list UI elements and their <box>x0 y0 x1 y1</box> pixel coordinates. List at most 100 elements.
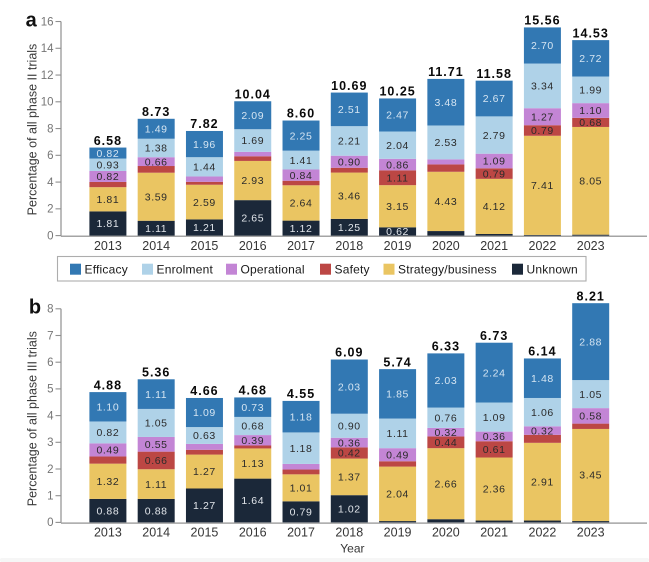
svg-text:2.67: 2.67 <box>483 93 506 105</box>
svg-text:a: a <box>26 9 38 31</box>
svg-text:11.71: 11.71 <box>428 65 464 79</box>
svg-text:2013: 2013 <box>94 526 122 540</box>
svg-text:0.86: 0.86 <box>386 159 409 171</box>
svg-text:0.79: 0.79 <box>483 168 506 180</box>
svg-text:2020: 2020 <box>432 526 460 540</box>
svg-text:2021: 2021 <box>480 526 508 540</box>
svg-text:2.70: 2.70 <box>531 40 554 52</box>
svg-text:0.79: 0.79 <box>290 507 313 519</box>
svg-text:Efficacy: Efficacy <box>85 262 128 276</box>
svg-text:5: 5 <box>47 384 53 396</box>
svg-text:7.82: 7.82 <box>190 117 218 131</box>
svg-text:3.59: 3.59 <box>145 191 168 203</box>
svg-text:Percentage of all phase III tr: Percentage of all phase III trials <box>26 331 40 506</box>
svg-text:2017: 2017 <box>287 526 315 540</box>
svg-text:1.99: 1.99 <box>579 85 602 97</box>
svg-text:0.36: 0.36 <box>338 437 361 449</box>
svg-text:1.01: 1.01 <box>290 483 313 495</box>
svg-text:0.36: 0.36 <box>483 431 506 443</box>
svg-text:8: 8 <box>47 123 53 135</box>
svg-text:Percentage of all phase II tri: Percentage of all phase II trials <box>26 44 40 216</box>
svg-text:2.04: 2.04 <box>386 140 409 152</box>
svg-text:6: 6 <box>47 150 53 162</box>
svg-text:0.73: 0.73 <box>241 402 264 414</box>
svg-text:1.85: 1.85 <box>386 389 409 401</box>
svg-text:8.60: 8.60 <box>287 107 315 121</box>
svg-text:2.47: 2.47 <box>386 110 409 122</box>
svg-text:2.25: 2.25 <box>290 130 313 142</box>
svg-text:2.59: 2.59 <box>193 197 216 209</box>
svg-text:8: 8 <box>47 304 53 316</box>
svg-text:2017: 2017 <box>287 239 315 253</box>
svg-text:5.36: 5.36 <box>142 365 170 379</box>
svg-text:1.13: 1.13 <box>241 458 264 470</box>
svg-text:2.03: 2.03 <box>338 381 361 393</box>
svg-text:0.32: 0.32 <box>531 425 554 437</box>
svg-text:4.55: 4.55 <box>287 387 315 401</box>
svg-text:3.46: 3.46 <box>338 190 361 202</box>
svg-text:1.18: 1.18 <box>290 411 313 423</box>
svg-text:4.88: 4.88 <box>94 378 122 392</box>
svg-text:2022: 2022 <box>529 239 557 253</box>
svg-text:2016: 2016 <box>239 239 267 253</box>
svg-text:0: 0 <box>47 517 53 529</box>
svg-text:1.27: 1.27 <box>193 500 216 512</box>
svg-text:0.82: 0.82 <box>96 427 119 439</box>
svg-text:2.66: 2.66 <box>434 478 457 490</box>
svg-text:2.24: 2.24 <box>483 367 506 379</box>
svg-text:0.79: 0.79 <box>531 125 554 137</box>
svg-text:0.88: 0.88 <box>145 505 168 517</box>
svg-text:2019: 2019 <box>384 526 412 540</box>
svg-text:14: 14 <box>41 43 54 55</box>
svg-text:10.04: 10.04 <box>235 87 271 101</box>
svg-text:1.81: 1.81 <box>96 194 119 206</box>
svg-text:1.44: 1.44 <box>193 162 216 174</box>
svg-text:2.79: 2.79 <box>483 130 506 142</box>
svg-text:2: 2 <box>47 204 53 216</box>
svg-text:0.68: 0.68 <box>241 421 264 433</box>
svg-text:1.11: 1.11 <box>387 172 409 184</box>
svg-text:4: 4 <box>47 410 54 422</box>
svg-text:0.49: 0.49 <box>386 449 409 461</box>
svg-text:2.04: 2.04 <box>386 489 409 501</box>
svg-text:0.42: 0.42 <box>338 448 361 460</box>
svg-text:6.58: 6.58 <box>94 134 122 148</box>
svg-text:2021: 2021 <box>480 239 508 253</box>
svg-text:2018: 2018 <box>335 239 363 253</box>
svg-text:1.27: 1.27 <box>193 466 216 478</box>
svg-text:1.32: 1.32 <box>96 476 119 488</box>
svg-text:Strategy/business: Strategy/business <box>398 262 497 276</box>
svg-text:0.66: 0.66 <box>145 455 168 467</box>
svg-text:1.12: 1.12 <box>290 223 313 235</box>
svg-text:3.15: 3.15 <box>386 201 409 213</box>
svg-text:8.05: 8.05 <box>579 176 602 188</box>
svg-text:1.64: 1.64 <box>241 495 264 507</box>
svg-text:8.21: 8.21 <box>577 289 605 303</box>
svg-text:2.21: 2.21 <box>338 136 361 148</box>
svg-text:1.49: 1.49 <box>145 123 168 135</box>
svg-text:0.66: 0.66 <box>145 156 168 168</box>
svg-text:0.88: 0.88 <box>96 505 119 517</box>
svg-text:2.53: 2.53 <box>434 137 457 149</box>
svg-text:6.33: 6.33 <box>432 340 460 354</box>
svg-text:1.81: 1.81 <box>96 218 119 230</box>
svg-text:0.93: 0.93 <box>96 159 119 171</box>
svg-text:2016: 2016 <box>239 526 267 540</box>
svg-text:4.66: 4.66 <box>190 384 218 398</box>
svg-text:1.09: 1.09 <box>483 156 506 168</box>
svg-text:0.68: 0.68 <box>579 117 602 129</box>
svg-text:0.84: 0.84 <box>290 170 313 182</box>
svg-text:4.68: 4.68 <box>239 384 267 398</box>
svg-text:1.38: 1.38 <box>145 143 168 155</box>
svg-text:0: 0 <box>47 230 53 242</box>
svg-text:1.05: 1.05 <box>145 418 168 430</box>
svg-text:2015: 2015 <box>191 239 219 253</box>
svg-text:2023: 2023 <box>577 526 605 540</box>
svg-text:2.72: 2.72 <box>579 53 602 65</box>
svg-text:1.05: 1.05 <box>579 389 602 401</box>
svg-text:1.10: 1.10 <box>579 105 602 117</box>
svg-text:0.76: 0.76 <box>434 412 457 424</box>
svg-text:2013: 2013 <box>94 239 122 253</box>
svg-text:4: 4 <box>47 177 54 189</box>
svg-text:16: 16 <box>41 16 54 28</box>
